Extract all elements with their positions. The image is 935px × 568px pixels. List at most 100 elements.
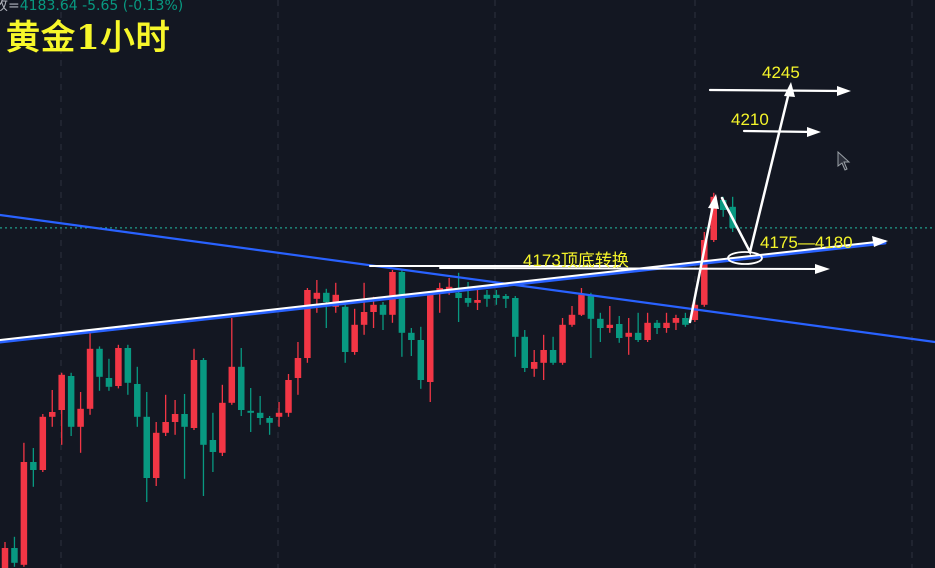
- candle: [455, 272, 462, 322]
- candle: [323, 288, 330, 328]
- candle-body: [11, 548, 18, 563]
- candle-body: [1, 548, 9, 568]
- candle-body: [512, 298, 519, 337]
- candle-body: [634, 332, 642, 340]
- candle-body: [247, 410, 254, 413]
- candle: [568, 306, 576, 327]
- candle: [370, 296, 377, 328]
- candle-body: [143, 416, 150, 478]
- candle: [247, 388, 254, 432]
- candle: [200, 358, 207, 496]
- candle-body: [445, 286, 453, 290]
- target-4245-arrow[interactable]: [708, 88, 847, 93]
- change-percent: (-0.13%): [122, 0, 184, 14]
- support-ellipse[interactable]: [727, 251, 763, 265]
- arrowhead-icon: [815, 264, 830, 274]
- candle-body: [672, 318, 680, 323]
- candle: [190, 348, 198, 430]
- candle: [512, 296, 519, 357]
- grid-lines: [60, 0, 913, 568]
- candle-body: [644, 322, 651, 340]
- candle-body: [332, 294, 339, 307]
- candle: [616, 316, 623, 343]
- candle-body: [587, 294, 595, 319]
- candle: [134, 366, 141, 427]
- candle: [181, 394, 188, 479]
- close-label: 收=: [0, 0, 20, 14]
- candle-body: [455, 292, 462, 298]
- candle-body: [427, 294, 434, 382]
- candle-body: [77, 408, 84, 427]
- candle-body: [181, 414, 188, 427]
- change-value: -5.65: [82, 0, 119, 14]
- candle-body: [275, 412, 283, 417]
- candle-body: [190, 360, 198, 428]
- drawings: [0, 82, 935, 344]
- arrowhead-icon: [837, 86, 851, 96]
- mouse-cursor-icon: [837, 150, 851, 171]
- candle-body: [266, 418, 273, 423]
- candle-body: [389, 272, 396, 315]
- candle: [124, 344, 132, 395]
- label-4175-4180: 4175—4180: [760, 233, 853, 252]
- candle-body: [323, 292, 330, 302]
- candle: [171, 400, 179, 435]
- candle-body: [568, 314, 576, 325]
- ascending-trendline-white[interactable]: [0, 240, 886, 341]
- candle-body: [58, 374, 65, 410]
- candle-body: [578, 294, 585, 315]
- candle-body: [171, 414, 179, 422]
- candle-body: [521, 336, 528, 368]
- candle: [285, 374, 292, 417]
- arrowhead-icon: [807, 127, 821, 137]
- candle: [332, 282, 339, 313]
- candle: [483, 290, 491, 307]
- candle: [521, 330, 528, 372]
- candle-body: [304, 290, 311, 358]
- candle: [219, 384, 226, 456]
- candle-body: [502, 296, 510, 299]
- candle-body: [152, 432, 160, 478]
- candle-body: [20, 462, 28, 565]
- ascending-trendline-blue[interactable]: [0, 241, 887, 344]
- descending-trendline[interactable]: [0, 213, 935, 344]
- candle-body: [370, 304, 377, 312]
- candle: [67, 372, 75, 436]
- candle: [275, 402, 283, 427]
- candle: [49, 390, 56, 427]
- candle: [427, 294, 434, 402]
- candle-body: [625, 332, 632, 337]
- candle: [436, 282, 443, 313]
- level-4173-arrow[interactable]: [439, 267, 826, 270]
- candle-body: [96, 348, 103, 377]
- candle-body: [408, 332, 415, 340]
- candle-body: [313, 292, 321, 299]
- candle-body: [162, 422, 169, 433]
- candle: [58, 372, 65, 445]
- candle: [86, 332, 94, 415]
- candle: [549, 336, 557, 365]
- breakout-arrow[interactable]: [688, 198, 716, 324]
- candle: [634, 312, 642, 342]
- candle: [672, 314, 680, 330]
- candle: [30, 448, 37, 487]
- candle-body: [493, 294, 500, 298]
- candle: [115, 344, 122, 389]
- candle: [360, 282, 368, 335]
- candle: [256, 396, 264, 425]
- candle-body: [124, 348, 132, 383]
- candle-body: [200, 360, 207, 445]
- candle: [464, 282, 472, 307]
- candle: [1, 542, 9, 568]
- candle-body: [474, 300, 481, 303]
- arrowhead-icon: [872, 236, 888, 247]
- candle: [663, 312, 670, 333]
- target-4210-arrow[interactable]: [742, 129, 817, 134]
- arrowhead-icon: [708, 194, 719, 209]
- candle-body: [294, 358, 302, 378]
- candle-body: [209, 440, 217, 452]
- candle: [653, 320, 661, 334]
- candle: [143, 392, 150, 502]
- candle-body: [285, 380, 292, 413]
